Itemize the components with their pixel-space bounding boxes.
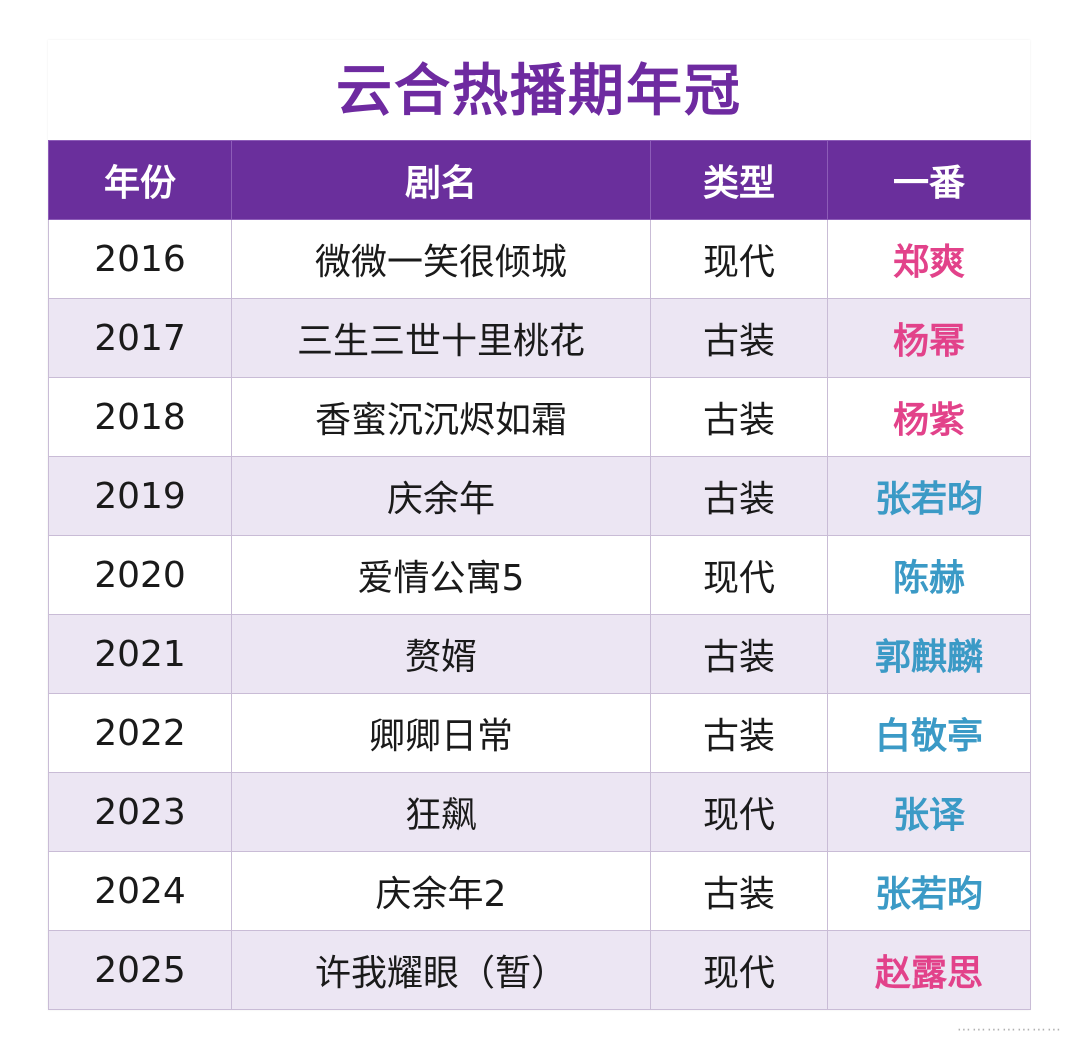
lead-cell: 张若昀 (827, 851, 1031, 931)
header-genre: 类型 (650, 140, 828, 220)
ranking-card: 云合热播期年冠 年份 剧名 类型 一番 2016 微微一笑很倾城 现代 郑爽 (48, 40, 1031, 1010)
header-drama: 剧名 (231, 140, 651, 220)
year-cell: 2025 (48, 930, 232, 1010)
year-cell: 2018 (48, 377, 232, 457)
genre-cell: 古装 (650, 614, 828, 694)
genre-cell: 现代 (650, 772, 828, 852)
genre-cell: 现代 (650, 930, 828, 1010)
drama-cell: 庆余年 (231, 456, 651, 536)
year-cell: 2017 (48, 298, 232, 378)
header-lead: 一番 (827, 140, 1031, 220)
year-cell: 2021 (48, 614, 232, 694)
genre-cell: 现代 (650, 219, 828, 299)
lead-cell: 郭麒麟 (827, 614, 1031, 694)
table-row: 2019 庆余年 古装 张若昀 (48, 456, 1031, 536)
drama-cell: 赘婿 (231, 614, 651, 694)
table-row: 2017 三生三世十里桃花 古装 杨幂 (48, 298, 1031, 378)
header-year: 年份 (48, 140, 232, 220)
year-cell: 2019 (48, 456, 232, 536)
table-row: 2023 狂飙 现代 张译 (48, 772, 1031, 852)
lead-cell: 陈赫 (827, 535, 1031, 615)
table-row: 2024 庆余年2 古装 张若昀 (48, 851, 1031, 931)
year-cell: 2024 (48, 851, 232, 931)
genre-cell: 古装 (650, 693, 828, 773)
watermark: ⋯⋯⋯⋯⋯⋯⋯ (957, 1022, 1062, 1038)
genre-cell: 古装 (650, 298, 828, 378)
genre-cell: 古装 (650, 851, 828, 931)
table-row: 2025 许我耀眼（暂） 现代 赵露思 (48, 930, 1031, 1010)
year-cell: 2016 (48, 219, 232, 299)
lead-cell: 张若昀 (827, 456, 1031, 536)
page-title: 云合热播期年冠 (336, 59, 742, 124)
drama-cell: 爱情公寓5 (231, 535, 651, 615)
genre-cell: 古装 (650, 377, 828, 457)
drama-cell: 卿卿日常 (231, 693, 651, 773)
year-cell: 2022 (48, 693, 232, 773)
ranking-table: 年份 剧名 类型 一番 2016 微微一笑很倾城 现代 郑爽 2017 三生三世… (48, 140, 1031, 1010)
lead-cell: 张译 (827, 772, 1031, 852)
lead-cell: 郑爽 (827, 219, 1031, 299)
lead-cell: 白敬亭 (827, 693, 1031, 773)
genre-cell: 古装 (650, 456, 828, 536)
table-row: 2018 香蜜沉沉烬如霜 古装 杨紫 (48, 377, 1031, 457)
year-cell: 2023 (48, 772, 232, 852)
drama-cell: 许我耀眼（暂） (231, 930, 651, 1010)
lead-cell: 杨紫 (827, 377, 1031, 457)
table-row: 2021 赘婿 古装 郭麒麟 (48, 614, 1031, 694)
table-row: 2022 卿卿日常 古装 白敬亭 (48, 693, 1031, 773)
table-header-row: 年份 剧名 类型 一番 (48, 140, 1031, 220)
genre-cell: 现代 (650, 535, 828, 615)
lead-cell: 赵露思 (827, 930, 1031, 1010)
year-cell: 2020 (48, 535, 232, 615)
lead-cell: 杨幂 (827, 298, 1031, 378)
table-row: 2020 爱情公寓5 现代 陈赫 (48, 535, 1031, 615)
drama-cell: 狂飙 (231, 772, 651, 852)
drama-cell: 香蜜沉沉烬如霜 (231, 377, 651, 457)
drama-cell: 庆余年2 (231, 851, 651, 931)
drama-cell: 微微一笑很倾城 (231, 219, 651, 299)
table-row: 2016 微微一笑很倾城 现代 郑爽 (48, 219, 1031, 299)
drama-cell: 三生三世十里桃花 (231, 298, 651, 378)
